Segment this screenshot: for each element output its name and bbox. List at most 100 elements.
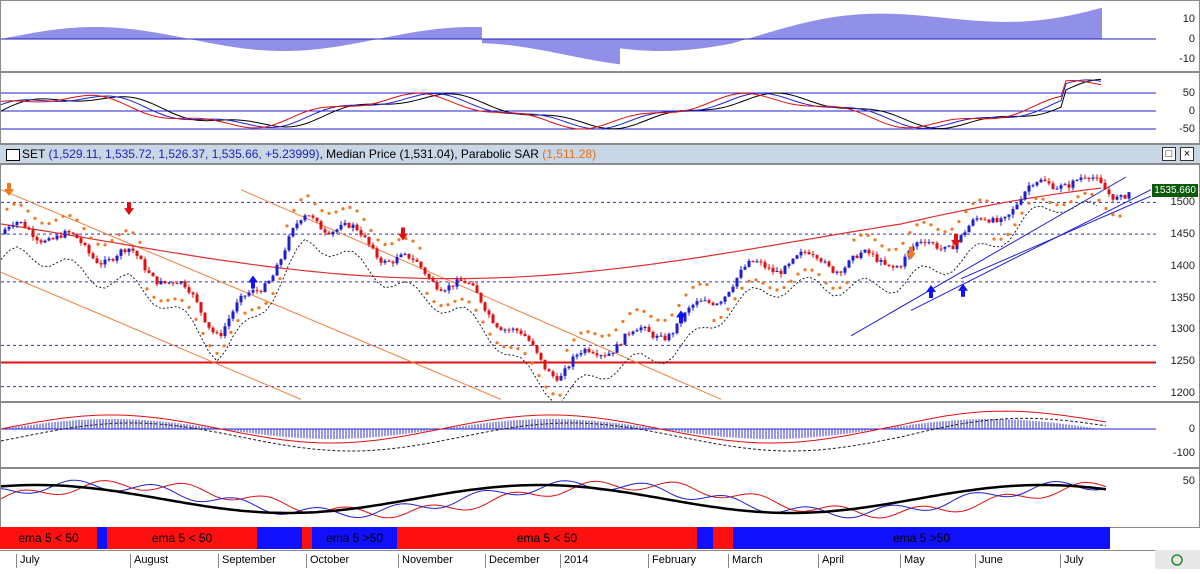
candle-body bbox=[827, 261, 831, 267]
candle-body bbox=[823, 261, 827, 263]
candle-body bbox=[83, 242, 87, 245]
sar-dot bbox=[1020, 211, 1024, 215]
candle-body bbox=[979, 218, 983, 220]
candle-body bbox=[167, 282, 171, 284]
candle-body bbox=[91, 253, 95, 259]
candle-body bbox=[67, 230, 71, 233]
candle-body bbox=[643, 326, 647, 328]
candle-body bbox=[131, 248, 135, 251]
candle-body bbox=[939, 248, 943, 250]
candle-body bbox=[867, 249, 871, 254]
sar-dot bbox=[26, 209, 30, 213]
candle-body bbox=[119, 249, 123, 256]
candle-body bbox=[715, 303, 719, 306]
chart-type-icon[interactable] bbox=[6, 149, 20, 161]
candle-body bbox=[623, 333, 627, 345]
price-legend: SET (1,529.11, 1,535.72, 1,526.37, 1,535… bbox=[22, 145, 596, 163]
sar-dot bbox=[747, 279, 751, 283]
sar-dot bbox=[614, 328, 618, 332]
candle-body bbox=[87, 244, 91, 254]
candle-body bbox=[443, 290, 447, 292]
candle-body bbox=[479, 292, 483, 303]
candle-body bbox=[503, 329, 507, 331]
sar-dot bbox=[985, 199, 989, 203]
candle-body bbox=[259, 290, 263, 292]
candle-body bbox=[927, 242, 931, 244]
candle-body bbox=[707, 300, 711, 303]
candle-body bbox=[1123, 195, 1127, 199]
candle-body bbox=[407, 253, 411, 259]
candle-body bbox=[727, 291, 731, 297]
candle-body bbox=[127, 248, 131, 252]
candle-body bbox=[783, 265, 787, 274]
sar-dot bbox=[859, 233, 863, 237]
close-button[interactable]: × bbox=[1180, 147, 1194, 161]
price-axis-tick: 1400 bbox=[1170, 259, 1195, 272]
sar-dot bbox=[229, 330, 233, 334]
candle-body bbox=[103, 259, 107, 265]
candle-body bbox=[527, 336, 531, 341]
sar-dot bbox=[1027, 201, 1031, 205]
candle-body bbox=[531, 340, 535, 346]
candle-body bbox=[427, 273, 431, 278]
scrollbar[interactable] bbox=[1155, 550, 1200, 569]
sar-dot bbox=[1055, 203, 1059, 207]
month-label: March bbox=[728, 554, 763, 568]
sar-dot bbox=[999, 237, 1003, 241]
candle-body bbox=[919, 241, 923, 243]
candle-body bbox=[255, 290, 259, 292]
candle-body bbox=[1035, 182, 1039, 186]
candle-body bbox=[847, 260, 851, 268]
candle-body bbox=[1027, 185, 1031, 192]
candle-body bbox=[1055, 188, 1059, 190]
sar-dot bbox=[432, 299, 436, 304]
candle-body bbox=[423, 267, 427, 274]
sar-dot bbox=[649, 314, 653, 318]
candle-body bbox=[51, 238, 55, 240]
candle-body bbox=[395, 257, 399, 264]
sar-dot bbox=[481, 320, 485, 324]
sar-dot bbox=[299, 198, 303, 202]
buy-arrow-icon bbox=[958, 283, 968, 297]
candle-body bbox=[223, 326, 227, 336]
candle-body bbox=[459, 279, 463, 282]
envelope-line bbox=[1, 200, 1098, 401]
candle-body bbox=[895, 266, 899, 268]
sar-dot bbox=[817, 272, 821, 277]
candle-body bbox=[739, 269, 743, 278]
candle-body bbox=[571, 356, 575, 367]
candle-body bbox=[399, 254, 403, 258]
restore-button[interactable]: □ bbox=[1162, 147, 1176, 161]
ema-signal-segment: ema 5 >50 bbox=[312, 527, 397, 549]
sar-dot bbox=[418, 246, 422, 250]
sar-dot bbox=[572, 338, 576, 342]
candle-body bbox=[991, 218, 995, 223]
candle-body bbox=[599, 355, 603, 357]
axis-tick: 10 bbox=[1182, 13, 1195, 25]
candle-body bbox=[271, 275, 275, 281]
ema-signal-bar: ema 5 < 50 ema 5 < 50 ema 5 >50 ema 5 < 50 e… bbox=[0, 527, 1110, 549]
candle-body bbox=[219, 332, 223, 336]
sar-dot bbox=[810, 268, 814, 272]
sar-dot bbox=[96, 242, 100, 246]
sar-dot bbox=[1062, 203, 1066, 207]
candle-body bbox=[967, 225, 971, 233]
candle-body bbox=[1095, 177, 1099, 179]
sar-dot bbox=[789, 279, 793, 283]
sar-dot bbox=[341, 207, 345, 211]
candle-body bbox=[171, 282, 175, 284]
candle-body bbox=[363, 235, 367, 237]
candle-body bbox=[299, 220, 303, 224]
candle-body bbox=[135, 250, 139, 256]
sar-dot bbox=[208, 344, 212, 348]
trend-line bbox=[850, 176, 1127, 337]
median-label: , Median Price bbox=[319, 147, 397, 161]
candle-body bbox=[1103, 182, 1107, 190]
candle-body bbox=[543, 359, 547, 370]
candle-body bbox=[975, 218, 979, 220]
candle-body bbox=[159, 280, 163, 285]
candle-body bbox=[755, 261, 759, 263]
sar-dot bbox=[635, 308, 639, 312]
sar-dot bbox=[292, 208, 296, 213]
candle-body bbox=[515, 328, 519, 331]
